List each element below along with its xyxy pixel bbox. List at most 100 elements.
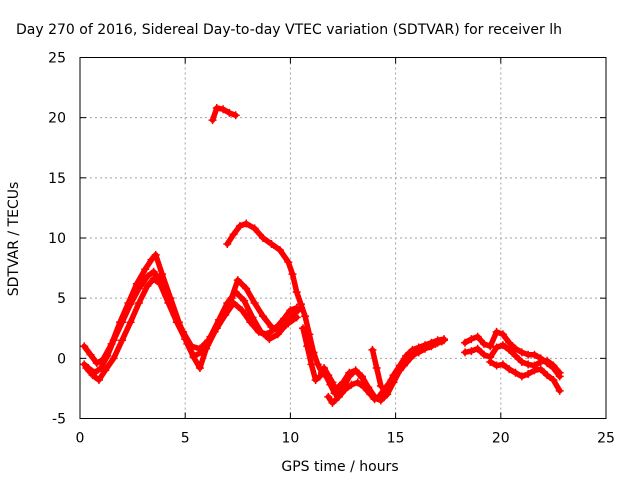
data-point bbox=[242, 284, 251, 293]
data-point bbox=[498, 360, 507, 369]
series-track-4 bbox=[208, 104, 240, 125]
y-tick-label: 10 bbox=[48, 231, 66, 247]
data-point bbox=[124, 298, 133, 307]
data-point bbox=[292, 313, 301, 322]
data-point bbox=[555, 386, 564, 395]
data-point bbox=[126, 318, 135, 327]
data-point bbox=[219, 311, 228, 320]
data-point bbox=[486, 357, 495, 366]
data-point bbox=[324, 371, 333, 380]
data-point bbox=[292, 288, 301, 297]
data-point bbox=[461, 338, 470, 347]
data-point bbox=[174, 318, 183, 327]
x-tick-label: 20 bbox=[492, 431, 510, 447]
data-point bbox=[473, 332, 482, 341]
data-point bbox=[149, 267, 158, 276]
data-point bbox=[94, 375, 103, 384]
data-point bbox=[492, 327, 501, 336]
data-point bbox=[315, 372, 324, 381]
data-point bbox=[364, 383, 373, 392]
data-point bbox=[414, 343, 423, 352]
data-point bbox=[543, 356, 552, 365]
data-point bbox=[433, 336, 442, 345]
data-point bbox=[536, 357, 545, 366]
data-point bbox=[238, 306, 247, 315]
data-point bbox=[143, 272, 152, 281]
x-axis-label: GPS time / hours bbox=[281, 459, 398, 475]
chart-title: Day 270 of 2016, Sidereal Day-to-day VTE… bbox=[16, 22, 562, 38]
data-point bbox=[549, 361, 558, 370]
data-point bbox=[210, 327, 219, 336]
data-point bbox=[498, 330, 507, 339]
data-point bbox=[149, 274, 158, 283]
data-point bbox=[357, 372, 366, 381]
data-point bbox=[517, 372, 526, 381]
data-point bbox=[467, 347, 476, 356]
data-point bbox=[517, 348, 526, 357]
data-point bbox=[248, 313, 257, 322]
data-point bbox=[311, 375, 320, 384]
y-tick-label: 0 bbox=[57, 351, 66, 367]
data-point bbox=[115, 318, 124, 327]
data-point bbox=[328, 378, 337, 387]
data-point bbox=[408, 345, 417, 354]
data-point bbox=[479, 350, 488, 359]
data-point bbox=[347, 380, 356, 389]
series-track-8 bbox=[332, 335, 448, 404]
data-point bbox=[376, 395, 385, 404]
data-point bbox=[250, 298, 259, 307]
y-tick-label: 5 bbox=[57, 291, 66, 307]
data-point bbox=[286, 306, 295, 315]
data-point bbox=[275, 325, 284, 334]
data-point bbox=[511, 368, 520, 377]
y-tick-label: 15 bbox=[48, 171, 66, 187]
axis-ticks: 0 5 10 15 20 25 -5 0 5 10 15 20 25 bbox=[48, 51, 615, 447]
data-point bbox=[549, 375, 558, 384]
data-point bbox=[486, 342, 495, 351]
data-point bbox=[259, 234, 268, 242]
data-point bbox=[240, 296, 249, 305]
data-point bbox=[208, 116, 217, 125]
data-point bbox=[427, 338, 436, 347]
data-point bbox=[99, 355, 108, 364]
data-point bbox=[395, 361, 404, 370]
data-point bbox=[353, 378, 362, 387]
data-point bbox=[82, 363, 91, 372]
data-point bbox=[132, 279, 141, 288]
data-point bbox=[80, 342, 89, 351]
data-point bbox=[227, 294, 236, 303]
y-axis-label: SDTVAR / TECUs bbox=[6, 182, 22, 297]
data-point bbox=[524, 360, 533, 369]
data-point bbox=[242, 219, 251, 228]
data-point bbox=[467, 335, 476, 344]
data-point bbox=[151, 250, 160, 259]
data-point bbox=[473, 344, 482, 353]
x-tick-label: 0 bbox=[76, 431, 85, 447]
data-point bbox=[517, 357, 526, 366]
data-point bbox=[505, 345, 514, 354]
y-tick-label: 20 bbox=[48, 111, 66, 127]
data-point bbox=[118, 336, 127, 345]
data-point bbox=[555, 368, 564, 377]
data-point bbox=[233, 276, 242, 285]
data-point bbox=[370, 392, 379, 401]
data-point bbox=[511, 351, 520, 360]
data-point bbox=[280, 314, 289, 323]
data-point bbox=[299, 324, 308, 333]
data-point bbox=[229, 230, 238, 239]
data-point bbox=[530, 366, 539, 375]
data-point bbox=[284, 319, 293, 328]
data-point bbox=[543, 371, 552, 380]
x-tick-label: 15 bbox=[387, 431, 405, 447]
data-point bbox=[267, 323, 276, 332]
data-point bbox=[225, 108, 234, 117]
data-point bbox=[86, 350, 95, 359]
data-point bbox=[143, 282, 152, 291]
data-point bbox=[275, 246, 284, 255]
data-point bbox=[328, 398, 337, 407]
data-point bbox=[141, 265, 150, 274]
data-point bbox=[376, 382, 385, 391]
data-point bbox=[511, 344, 520, 353]
data-point bbox=[158, 270, 167, 279]
data-point bbox=[339, 378, 347, 387]
